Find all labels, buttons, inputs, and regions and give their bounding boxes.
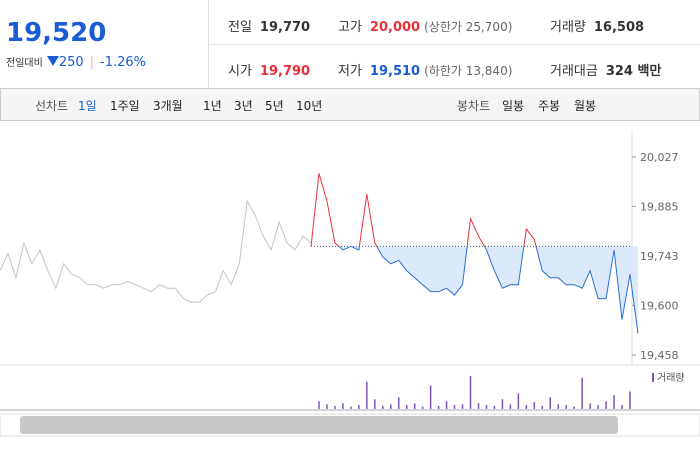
change-label: 전일대비	[6, 58, 43, 69]
volume-bar	[589, 403, 591, 409]
volume-bar	[445, 401, 448, 409]
quote-note: (하한가 13,840)	[424, 64, 513, 78]
volume-bar	[342, 403, 344, 409]
volume-bar	[573, 406, 575, 409]
quote-value: 20,000	[369, 20, 421, 35]
quote: 시가 19,790	[228, 60, 310, 79]
volume-bar	[326, 404, 328, 409]
price: 19,520	[6, 18, 107, 48]
volume-bar	[629, 391, 631, 409]
volume-bar	[509, 404, 512, 409]
quote-note: (상한가 25,700)	[424, 20, 513, 34]
volume-bar	[549, 397, 552, 409]
volume-bar	[358, 405, 360, 409]
quote-label: 거래량	[550, 20, 586, 35]
y-tick-label: 20,027	[640, 151, 679, 164]
quote: 저가 19,510 (하한가 13,840)	[338, 60, 512, 79]
line	[310, 173, 537, 247]
quote-value: 19,770	[259, 20, 311, 35]
volume-bar	[350, 406, 352, 409]
tab[interactable]: 3년	[234, 99, 253, 113]
quote-label: 고가	[338, 20, 362, 35]
volume-bar	[421, 406, 424, 409]
volume-bar	[501, 399, 504, 409]
quote-label: 시가	[228, 64, 252, 79]
change-value: 250	[58, 55, 84, 70]
legend-label: 거래량	[657, 372, 685, 384]
y-tick-label: 19,885	[640, 200, 679, 213]
volume-bar	[318, 401, 320, 409]
tab[interactable]: 월봉	[574, 99, 597, 113]
volume-bar	[461, 404, 464, 409]
volume-bar	[533, 401, 536, 409]
volume-bar	[397, 397, 400, 409]
line	[311, 246, 639, 334]
volume-bar	[557, 404, 559, 409]
quote: 거래량 16,508	[550, 16, 644, 35]
y-tick-label: 19,600	[640, 300, 679, 313]
volume-bar	[413, 403, 416, 409]
quote-value: 19,510	[369, 64, 421, 79]
tab[interactable]: 1주일	[110, 99, 140, 113]
quote: 거래대금 324 백만	[550, 60, 661, 79]
quote-label: 거래대금	[550, 64, 598, 79]
quote-label: 저가	[338, 64, 362, 79]
change: 전일대비 250 | -1.26%	[6, 55, 147, 70]
volume-bar	[541, 405, 544, 409]
volume-bar	[390, 404, 392, 409]
volume-bar	[453, 405, 456, 409]
volume-bar	[477, 403, 480, 409]
tab[interactable]: 3개월	[153, 99, 183, 113]
line	[0, 199, 312, 303]
tab[interactable]: 일봉	[502, 99, 525, 113]
area	[311, 246, 638, 334]
quote: 고가 20,000 (상한가 25,700)	[338, 16, 512, 35]
volume-bar	[525, 405, 528, 409]
volume-bar	[382, 405, 384, 409]
y-tick-label: 19,743	[640, 250, 679, 263]
tab-group-label: 봉차트	[457, 99, 491, 113]
volume-bar	[621, 405, 623, 409]
volume-bar	[429, 385, 432, 409]
quote: 전일 19,770	[228, 16, 310, 35]
volume-bar	[517, 393, 520, 409]
volume-bar	[469, 375, 472, 409]
scrollbar	[0, 413, 700, 437]
scrollbar-thumb[interactable]	[20, 416, 618, 434]
volume-bar	[597, 405, 599, 409]
volume-bar	[334, 405, 336, 409]
volume-bar	[493, 405, 496, 409]
legend-swatch	[652, 373, 654, 382]
quote-value: 19,790	[259, 64, 311, 79]
y-tick-label: 19,458	[640, 349, 679, 362]
down-arrow	[46, 56, 59, 66]
tab[interactable]: 1년	[203, 99, 222, 113]
tab[interactable]: 1일	[78, 99, 97, 113]
change-pct: -1.26%	[100, 55, 147, 70]
volume-bar	[613, 395, 615, 409]
tab[interactable]: 주봉	[538, 99, 561, 113]
volume-bar	[485, 405, 488, 409]
quote-value: 16,508	[593, 20, 645, 35]
tab-group-label: 선차트	[35, 99, 69, 113]
volume-bar	[565, 405, 567, 409]
volume-bar	[374, 399, 376, 409]
quote-value: 324 백만	[605, 64, 662, 79]
volume-bar	[581, 377, 583, 409]
quote-label: 전일	[228, 20, 252, 35]
tab[interactable]: 10년	[296, 99, 323, 113]
volume-bar	[405, 405, 408, 409]
volume-bar	[366, 381, 368, 409]
tab[interactable]: 5년	[265, 99, 284, 113]
volume-bar	[437, 405, 440, 409]
volume-bar	[605, 401, 607, 409]
